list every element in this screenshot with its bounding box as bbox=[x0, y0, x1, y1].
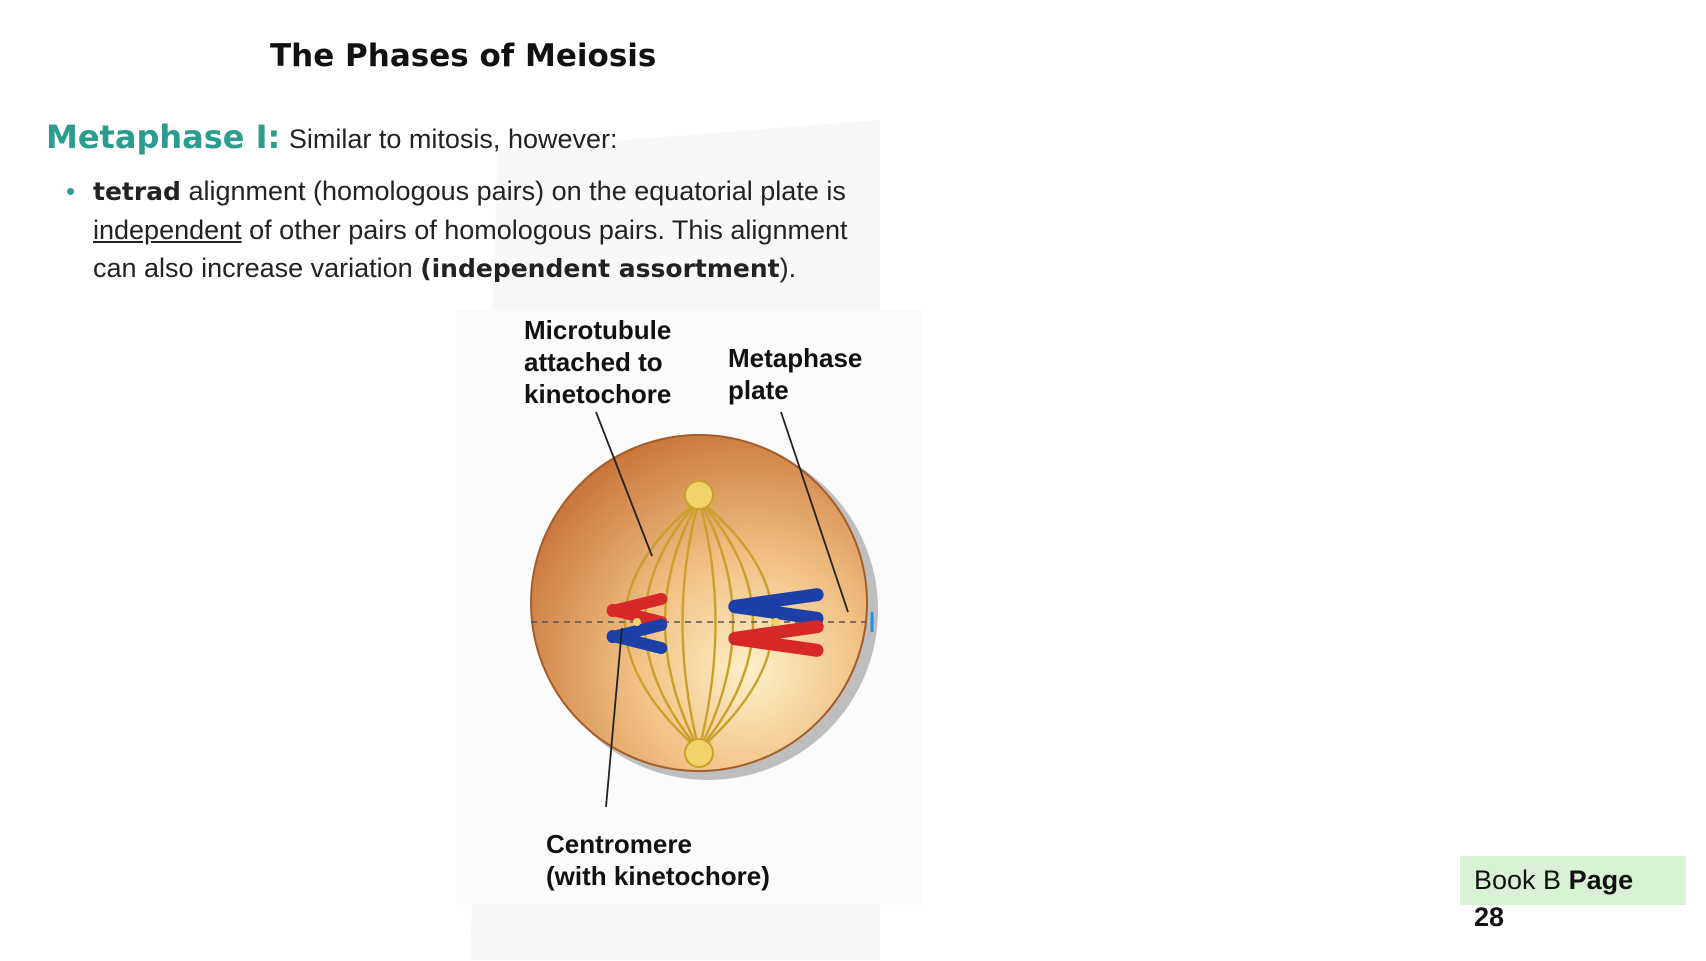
leader-microtubule bbox=[595, 411, 653, 557]
line3-end: ). bbox=[779, 253, 797, 283]
metaphase-diagram: Microtubule attached to kinetochore Meta… bbox=[456, 310, 922, 905]
term-independent-assortment: (independent assortment bbox=[420, 254, 780, 283]
line2-rest: of other pairs of homologous pairs. This… bbox=[241, 215, 848, 245]
leader-centromere bbox=[605, 627, 623, 808]
tetrad-right bbox=[728, 588, 824, 657]
cell-body bbox=[530, 434, 868, 772]
page-reference-text: Book B Page 28 bbox=[1474, 862, 1694, 936]
bullet-text: tetrad alignment (homologous pairs) on t… bbox=[93, 172, 893, 288]
centrosome-top bbox=[684, 480, 714, 510]
leader-metaphase-plate bbox=[780, 411, 849, 613]
term-independent: independent bbox=[93, 215, 242, 245]
page-title: The Phases of Meiosis bbox=[270, 38, 657, 74]
label-centromere: Centromere (with kinetochore) bbox=[546, 829, 770, 891]
bullet-line-1: tetrad alignment (homologous pairs) on t… bbox=[93, 172, 893, 211]
bullet-icon: • bbox=[66, 176, 76, 206]
page-ref-number: 28 bbox=[1474, 902, 1505, 932]
page-ref-book: Book B bbox=[1474, 865, 1569, 895]
line1-rest: alignment (homologous pairs) on the equa… bbox=[180, 176, 846, 206]
label-microtubule: Microtubule attached to kinetochore bbox=[524, 315, 672, 409]
phase-intro: Similar to mitosis, however: bbox=[288, 124, 618, 154]
page-ref-label: Page bbox=[1568, 865, 1634, 895]
line3-start: can also increase variation bbox=[93, 253, 421, 283]
label-metaphase-plate: Metaphase plate bbox=[728, 343, 863, 405]
page-reference-badge bbox=[1460, 856, 1686, 905]
phase-label: Metaphase I: bbox=[46, 118, 281, 156]
cell-illustration bbox=[530, 411, 878, 808]
term-tetrad: tetrad bbox=[93, 177, 181, 206]
phase-heading: Metaphase I: Similar to mitosis, however… bbox=[46, 118, 618, 156]
bullet-line-3: can also increase variation (independent… bbox=[93, 249, 893, 288]
bullet-line-2: independent of other pairs of homologous… bbox=[93, 211, 893, 249]
centrosome-bottom bbox=[684, 738, 714, 768]
